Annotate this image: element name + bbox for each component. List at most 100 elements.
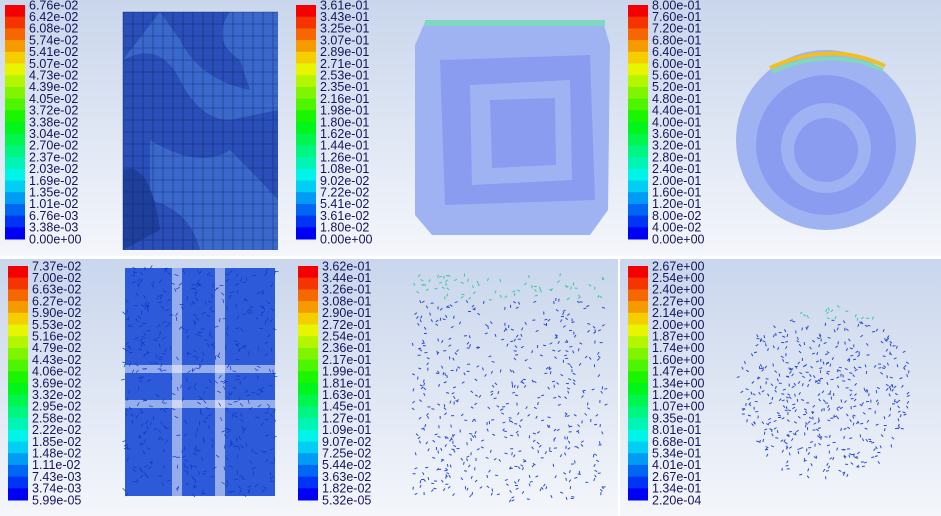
vector [476, 280, 479, 284]
vector [235, 273, 239, 278]
vector [137, 315, 141, 320]
vector [193, 386, 197, 391]
vector [155, 394, 160, 398]
legend-label: 9.02e-02 [320, 174, 369, 188]
vector [499, 278, 502, 283]
vector [499, 408, 503, 412]
vector [528, 474, 531, 478]
vector [211, 342, 215, 346]
colorbar-band [628, 406, 648, 419]
vector [451, 448, 455, 451]
colorbar-band [298, 301, 318, 314]
vector [815, 360, 820, 363]
vector-rect [121, 265, 279, 498]
vector [414, 492, 418, 496]
vector [449, 400, 452, 404]
vector [597, 329, 602, 332]
vector-circle [736, 305, 910, 480]
vector [604, 387, 608, 390]
vector [140, 469, 144, 474]
colorbar-band [296, 98, 316, 111]
vector [440, 447, 443, 451]
vector [572, 372, 576, 376]
vector [158, 356, 163, 359]
vector [249, 460, 253, 464]
vector [532, 432, 536, 435]
vector [839, 406, 843, 410]
vector [786, 399, 789, 403]
vector [854, 314, 857, 318]
vector [564, 413, 567, 417]
vector [163, 464, 165, 469]
vector [193, 350, 198, 353]
vector [230, 366, 232, 371]
colorbar-band [628, 145, 648, 158]
colorbar-band [628, 16, 648, 29]
colorbar-band [5, 192, 25, 205]
colorbar-band [628, 347, 648, 361]
legend-label: 2.67e-01 [652, 470, 701, 484]
vector [801, 399, 805, 401]
colorbar-band [298, 359, 318, 372]
legend-label: 7.20e-01 [652, 22, 701, 36]
legend-label: 2.27e+00 [652, 294, 705, 308]
vector [214, 287, 218, 292]
vector [419, 480, 422, 484]
vector [235, 303, 237, 308]
legend-label: 3.25e-01 [320, 22, 369, 36]
vector [833, 329, 836, 333]
vector [845, 310, 849, 312]
vector [174, 288, 177, 293]
vector [223, 434, 228, 438]
vector [794, 409, 797, 413]
vector [206, 343, 210, 347]
vector [565, 496, 568, 500]
vector [214, 380, 219, 384]
vector [471, 491, 474, 496]
vector [584, 412, 588, 416]
vector [144, 465, 149, 468]
vector [171, 408, 176, 411]
vector [143, 332, 147, 336]
legend-label: 2.16e-01 [320, 92, 369, 106]
vector [538, 286, 541, 290]
vector [544, 318, 548, 321]
vector [836, 416, 840, 420]
vector [750, 353, 754, 357]
colorbar-band [296, 5, 316, 18]
vector [223, 385, 226, 390]
vector [454, 278, 458, 282]
colorbar-band [628, 110, 648, 123]
vector [798, 391, 801, 396]
vector [588, 283, 592, 287]
vector [441, 365, 444, 369]
vector [838, 469, 842, 472]
legend-label: 1.63e-01 [322, 388, 371, 402]
vector [903, 364, 907, 368]
vector [203, 400, 207, 404]
legend-label: 2.00e+00 [652, 318, 705, 332]
vector [848, 454, 851, 458]
vector [224, 444, 226, 449]
vector [195, 297, 199, 302]
vector [240, 412, 243, 417]
vector [221, 481, 226, 485]
legend-label: 3.62e-01 [322, 259, 371, 273]
vector [764, 447, 768, 451]
vector [204, 339, 209, 341]
vector [489, 449, 492, 453]
colorbar-band [8, 383, 28, 396]
vector [414, 312, 418, 315]
vector [425, 288, 429, 292]
vector [189, 464, 194, 468]
vector [517, 301, 521, 305]
vector [906, 374, 909, 378]
vector [416, 376, 419, 380]
vector [437, 338, 440, 342]
vector [144, 301, 147, 306]
vector [557, 403, 561, 406]
vector [865, 438, 869, 442]
vector [546, 424, 550, 428]
vector [897, 405, 900, 409]
vector [226, 306, 229, 311]
